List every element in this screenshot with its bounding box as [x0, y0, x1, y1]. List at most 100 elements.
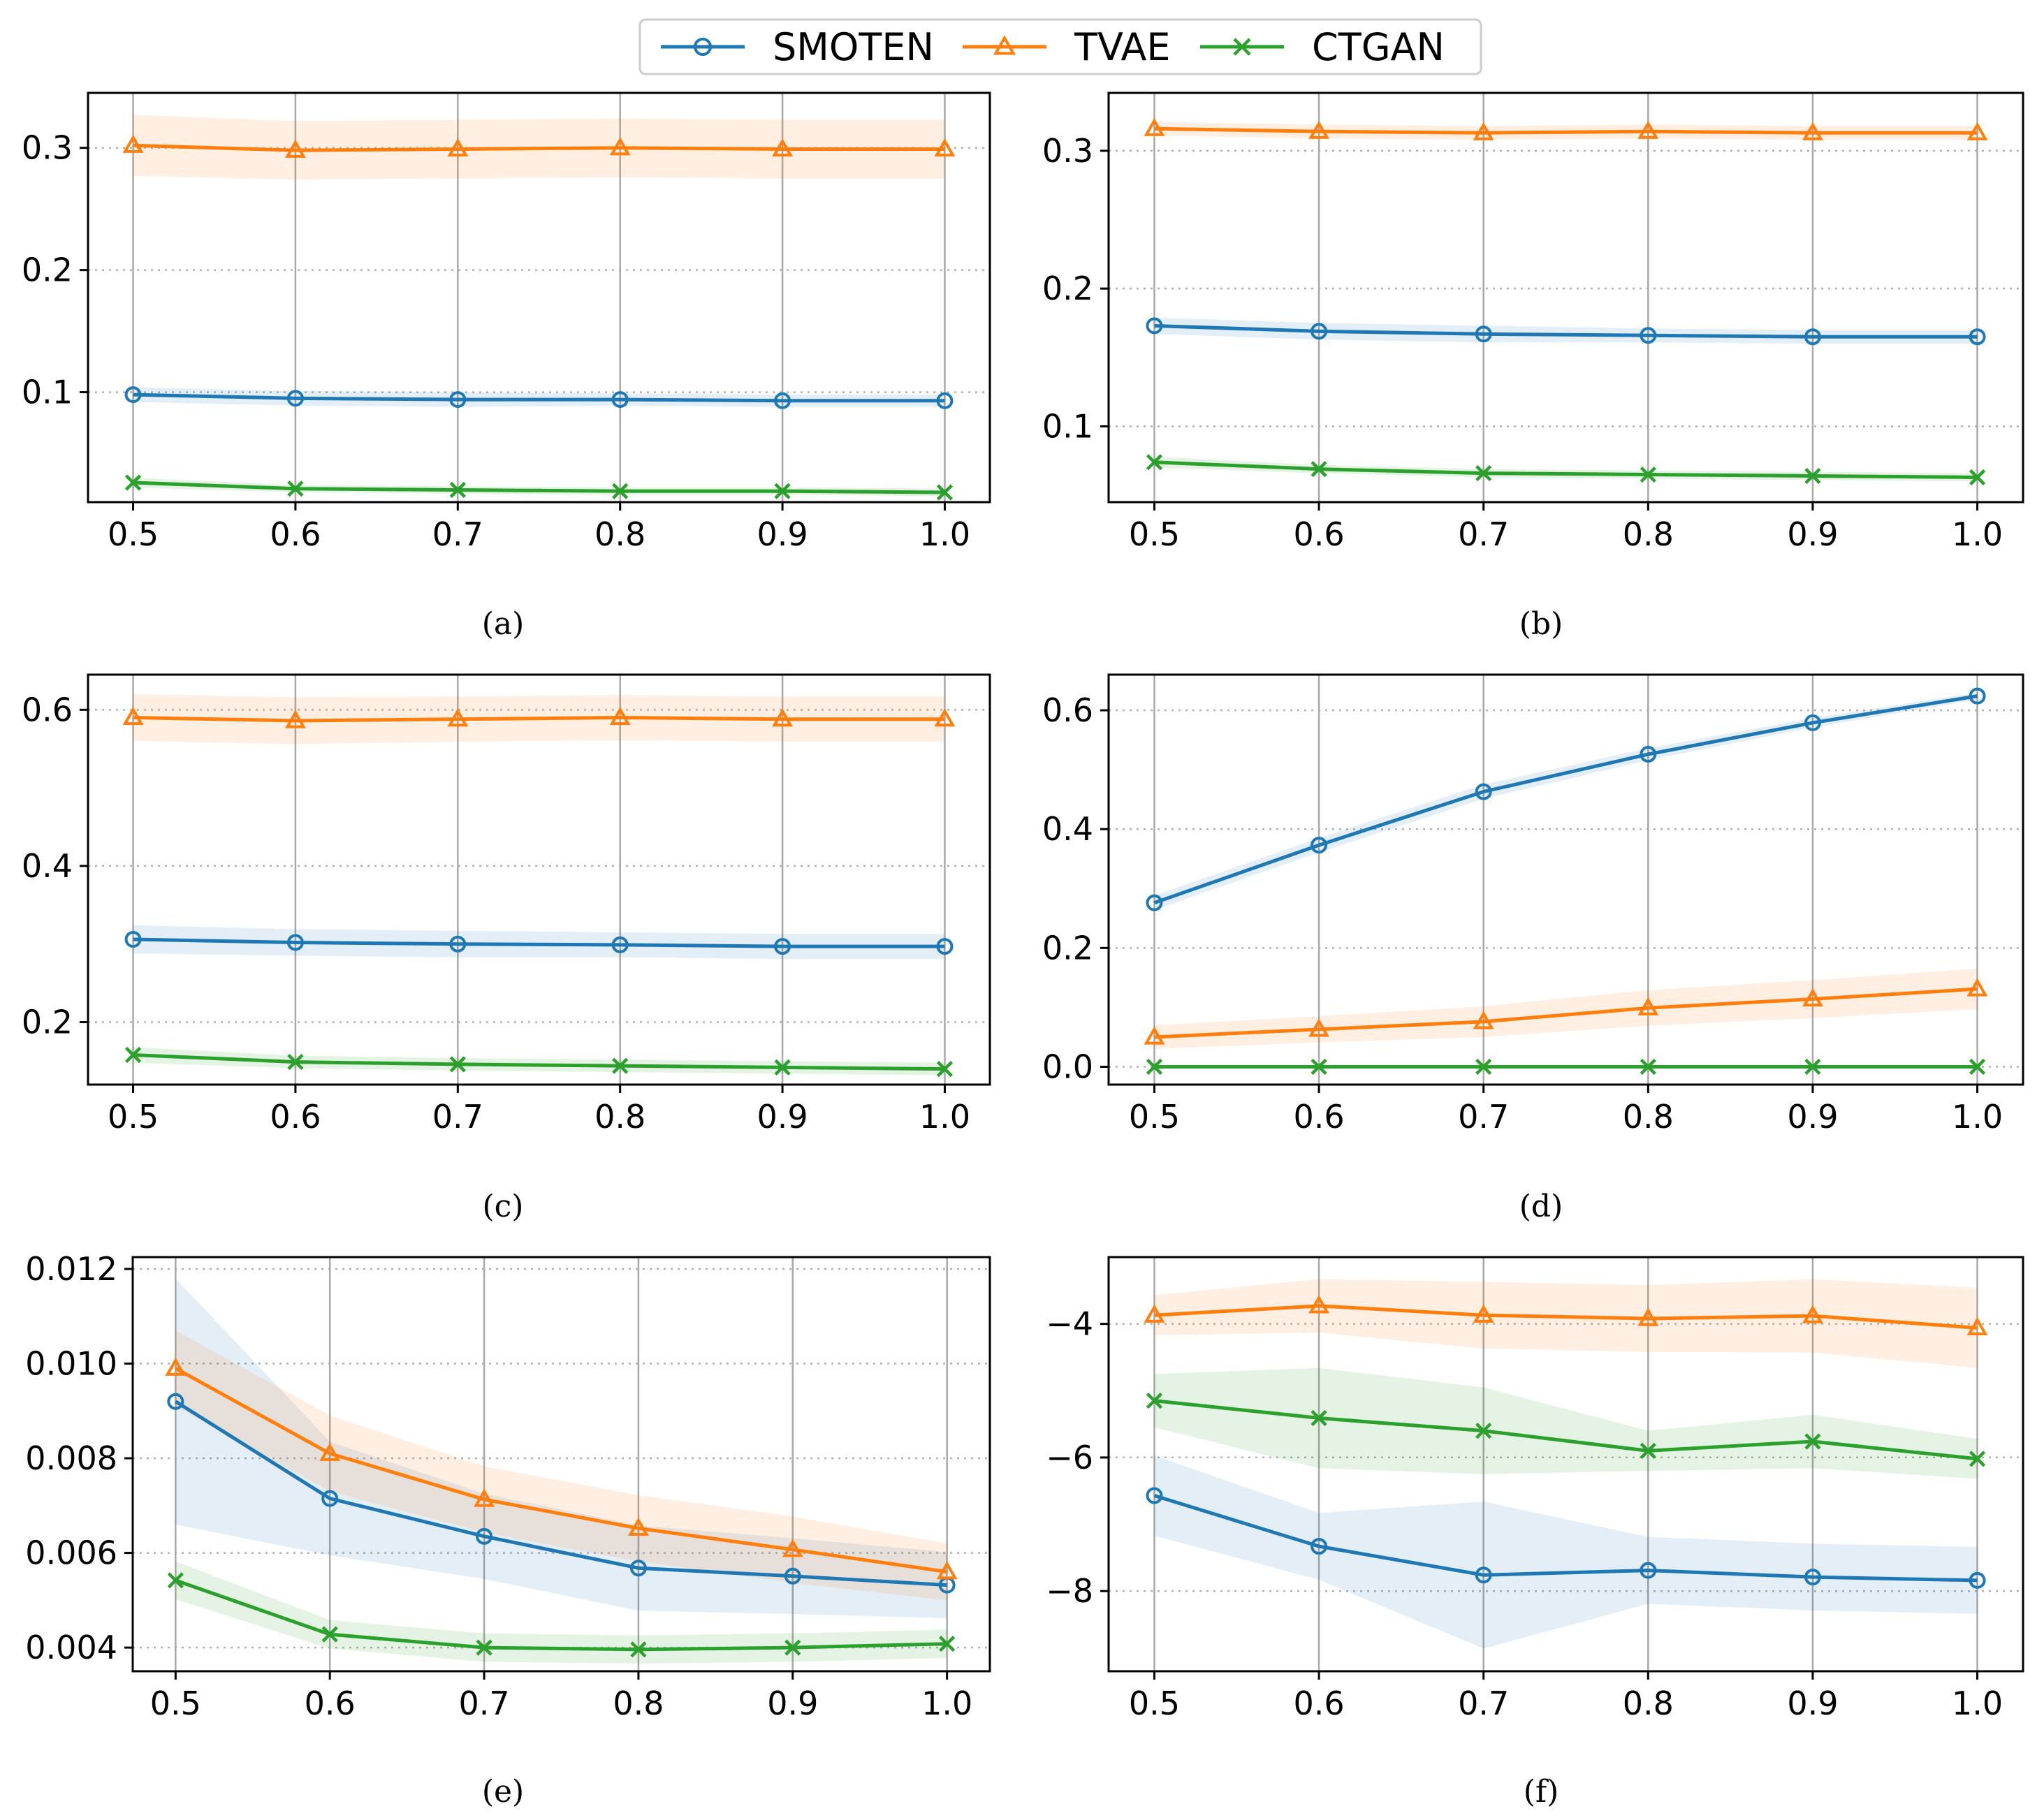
y-tick-label: 0.2 — [1042, 929, 1093, 967]
x-tick-label: 1.0 — [1952, 1685, 2003, 1722]
point-tvae — [165, 1357, 187, 1376]
plot-area — [1144, 117, 1988, 486]
series-line-ctgan — [1154, 460, 1978, 479]
point-tvae — [1966, 978, 1988, 997]
legend-label: TVAE — [1074, 25, 1171, 69]
point-ctgan — [1475, 464, 1492, 482]
x-tick-label: 0.5 — [1129, 1098, 1180, 1136]
point-smoten — [1146, 1487, 1163, 1504]
point-ctgan — [1804, 1058, 1821, 1076]
series-line-tvae — [1154, 1304, 1978, 1330]
series-line-ctgan — [175, 1578, 947, 1652]
legend-marker — [1233, 38, 1251, 56]
point-tvae — [122, 706, 144, 726]
legend-marker — [993, 35, 1016, 55]
point-smoten — [611, 391, 629, 409]
point-smoten — [1804, 714, 1821, 731]
plot-area — [122, 693, 956, 1078]
series-line-tvae — [175, 1367, 948, 1574]
point-tvae — [772, 138, 794, 157]
point-tvae — [284, 139, 306, 158]
point-smoten — [124, 386, 142, 404]
plot-area — [1144, 1279, 1988, 1649]
point-ctgan — [936, 1061, 954, 1078]
legend-box — [638, 18, 1482, 75]
series-line-smoten — [1153, 1494, 1978, 1583]
series-line-tvae — [1154, 126, 1978, 135]
chart-panel-b: 0.5 0.6 0.7 0.8 0.9 1.0 0.1 0.2 0.3 (b) — [1042, 91, 2024, 642]
point-smoten — [1475, 325, 1492, 343]
y-tick-label: 0.0 — [1042, 1048, 1093, 1085]
x-tick-label: 0.5 — [108, 1098, 159, 1136]
y-tick-label: 0.6 — [22, 691, 73, 728]
point-tvae — [609, 137, 631, 156]
x-tick-label: 0.8 — [613, 1685, 664, 1722]
x-tick-label: 0.7 — [1458, 1098, 1509, 1136]
band-tvae — [1154, 1279, 1978, 1368]
point-ctgan — [1475, 1423, 1492, 1439]
point-tvae — [1308, 1295, 1330, 1314]
x-tick-label: 0.9 — [767, 1685, 818, 1722]
point-smoten — [1146, 894, 1163, 911]
chart-panel-d: 0.5 0.6 0.7 0.8 0.9 1.0 0.0 0.2 0.4 0.6 (d) — [1042, 673, 2024, 1224]
point-ctgan — [167, 1572, 184, 1589]
y-tick-label: 0.3 — [22, 129, 73, 167]
point-smoten — [1475, 1566, 1492, 1584]
point-tvae — [1802, 1305, 1823, 1323]
point-ctgan — [1804, 467, 1821, 485]
x-tick-label: 0.9 — [1787, 1685, 1838, 1722]
point-smoten — [1640, 327, 1657, 344]
point-smoten — [124, 931, 142, 948]
point-smoten — [774, 392, 791, 409]
x-tick-label: 0.9 — [1787, 515, 1838, 553]
series-line-ctgan — [133, 480, 945, 494]
point-tvae — [1308, 1018, 1330, 1037]
point-ctgan — [1640, 1442, 1656, 1459]
x-tick-label: 0.8 — [594, 1098, 645, 1136]
band-tvae — [175, 1330, 947, 1601]
y-tick-label: 0.004 — [25, 1629, 117, 1666]
panel-caption: (f) — [1524, 1774, 1559, 1810]
series-line-smoten — [1153, 694, 1978, 905]
axes-frame — [1107, 1256, 2024, 1673]
x-tick-label: 0.6 — [270, 515, 321, 553]
chart-panel-a: 0.5 0.6 0.7 0.8 0.9 1.0 0.1 0.2 0.3 (a) — [22, 91, 991, 642]
point-smoten — [1311, 837, 1328, 854]
point-ctgan — [936, 484, 954, 501]
y-tick-label: 0.006 — [25, 1534, 117, 1572]
band-smoten — [133, 925, 945, 959]
point-tvae — [1144, 117, 1165, 136]
series-line-tvae — [1154, 987, 1978, 1039]
point-ctgan — [1146, 1058, 1163, 1076]
point-tvae — [284, 710, 306, 728]
x-tick-label: 0.6 — [1293, 1098, 1344, 1136]
point-tvae — [1802, 122, 1823, 140]
y-tick-label: 0.008 — [25, 1439, 117, 1477]
y-tick-label: 0.2 — [22, 251, 73, 289]
chart-panel-c: 0.5 0.6 0.7 0.8 0.9 1.0 0.2 0.4 0.6 (c) — [22, 673, 991, 1224]
point-smoten — [476, 1527, 493, 1545]
panel-caption: (b) — [1519, 606, 1563, 642]
x-tick-label: 0.5 — [108, 515, 159, 553]
series-line-smoten — [175, 1400, 947, 1587]
point-smoten — [286, 390, 304, 407]
axes-frame — [1107, 673, 2024, 1086]
axes-frame — [1107, 91, 2024, 504]
point-ctgan — [1804, 1433, 1821, 1450]
y-tick-label: 0.4 — [1042, 810, 1093, 848]
point-tvae — [1144, 1026, 1165, 1045]
point-ctgan — [939, 1636, 956, 1652]
axes-frame — [131, 1256, 991, 1673]
point-ctgan — [476, 1639, 492, 1656]
chart-panel-e: 0.5 0.6 0.7 0.8 0.9 1.0 0.004 0.006 0.008 0.010 0.… — [25, 1250, 991, 1810]
x-tick-label: 1.0 — [1952, 1098, 2003, 1136]
point-smoten — [1475, 783, 1492, 800]
x-tick-label: 0.8 — [594, 515, 645, 553]
point-smoten — [1311, 323, 1328, 340]
band-smoten — [175, 1278, 947, 1619]
point-ctgan — [287, 480, 304, 497]
point-smoten — [629, 1560, 647, 1577]
point-ctgan — [774, 483, 791, 499]
axes-frame — [87, 673, 991, 1086]
